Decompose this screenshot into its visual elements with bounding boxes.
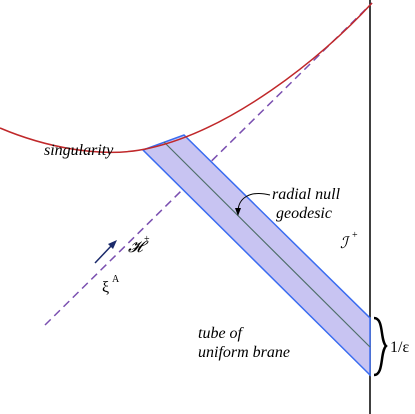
geodesic-label: geodesic <box>276 205 332 222</box>
tube-label: tube of <box>198 325 245 342</box>
killing-arrow <box>94 243 114 264</box>
horizon-line <box>44 2 373 326</box>
tube-label: uniform brane <box>198 344 290 361</box>
singularity-curve <box>0 2 373 154</box>
scri-sup: + <box>352 230 358 241</box>
scri-label: ℐ <box>340 235 350 252</box>
geodesic-line <box>163 141 371 348</box>
brane-tube <box>141 134 371 377</box>
killing-label: ξ <box>102 279 109 296</box>
killing-sup: A <box>112 274 120 285</box>
brace <box>373 316 388 377</box>
width-label: 1/ε <box>390 339 409 356</box>
geodesic-label: radial null <box>272 186 341 203</box>
pointer-head <box>235 208 241 216</box>
killing-arrowhead <box>108 240 117 249</box>
horizon-sup: + <box>144 234 150 245</box>
singularity-label: singularity <box>44 142 114 159</box>
